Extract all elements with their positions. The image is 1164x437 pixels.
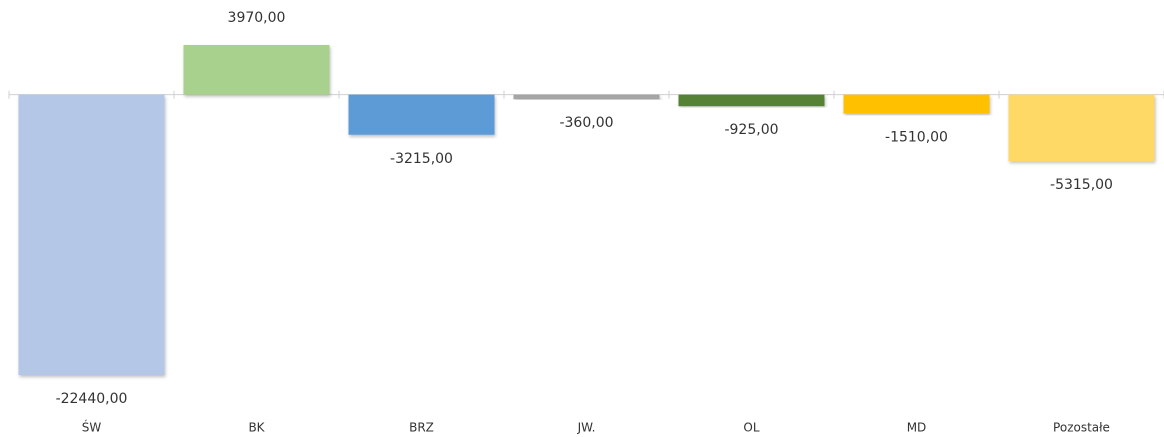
data-label: -1510,00 bbox=[885, 129, 948, 145]
data-label: -3215,00 bbox=[390, 151, 453, 167]
data-label: -925,00 bbox=[724, 122, 778, 138]
x-tick-label: BRZ bbox=[409, 421, 434, 435]
x-tick-label: Pozostałe bbox=[1053, 421, 1110, 435]
x-tick-label: OL bbox=[743, 421, 759, 435]
x-tick-label: JW. bbox=[577, 421, 596, 435]
data-label: -5315,00 bbox=[1050, 177, 1113, 193]
bar bbox=[183, 45, 330, 95]
x-tick-label: BK bbox=[248, 421, 265, 435]
bar bbox=[18, 94, 165, 376]
bar bbox=[843, 94, 990, 114]
data-label: -360,00 bbox=[559, 115, 613, 131]
x-tick-label: MD bbox=[907, 421, 927, 435]
bar bbox=[1008, 94, 1155, 162]
data-label: -22440,00 bbox=[56, 391, 128, 407]
bar bbox=[678, 94, 825, 107]
data-label: 3970,00 bbox=[228, 10, 286, 26]
bar bbox=[513, 94, 660, 100]
bar bbox=[348, 94, 495, 135]
x-tick-label: ŚW bbox=[82, 420, 102, 435]
